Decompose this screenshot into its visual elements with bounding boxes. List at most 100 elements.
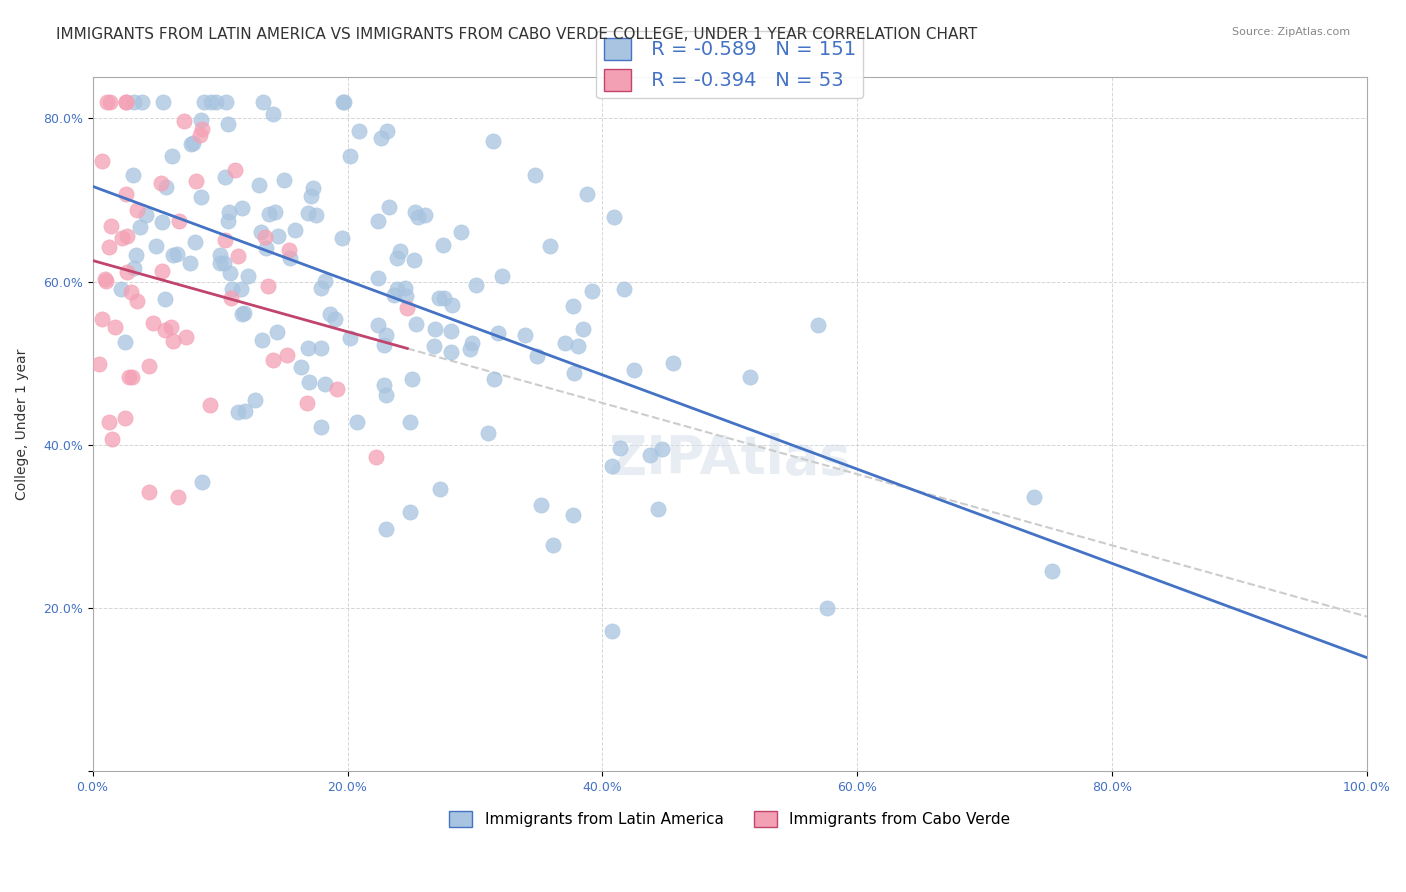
Point — [121, 168, 143, 182]
Point — [603, 211, 626, 225]
Point — [299, 189, 322, 203]
Point — [314, 274, 336, 288]
Point — [375, 124, 398, 138]
Point — [440, 298, 463, 312]
Point — [124, 261, 146, 276]
Point — [461, 335, 484, 350]
Point — [110, 282, 132, 296]
Point — [311, 342, 333, 356]
Point — [114, 410, 136, 425]
Point — [339, 149, 361, 163]
Point — [309, 281, 332, 295]
Point — [190, 112, 212, 127]
Point — [562, 366, 585, 380]
Point — [218, 205, 240, 219]
Point — [298, 375, 321, 389]
Point — [214, 233, 236, 247]
Point — [572, 322, 595, 336]
Point — [150, 264, 173, 278]
Point — [806, 318, 828, 332]
Point — [145, 239, 167, 253]
Point — [180, 137, 202, 152]
Point — [1022, 491, 1045, 505]
Point — [259, 207, 281, 221]
Point — [332, 95, 354, 109]
Point — [432, 238, 454, 252]
Point — [228, 405, 250, 419]
Point — [538, 239, 561, 253]
Point — [290, 360, 312, 375]
Text: IMMIGRANTS FROM LATIN AMERICA VS IMMIGRANTS FROM CABO VERDE COLLEGE, UNDER 1 YEA: IMMIGRANTS FROM LATIN AMERICA VS IMMIGRA… — [56, 27, 977, 42]
Point — [90, 153, 112, 168]
Point — [115, 95, 138, 109]
Point — [491, 268, 513, 283]
Point — [198, 398, 221, 412]
Point — [127, 202, 149, 217]
Point — [217, 117, 239, 131]
Point — [406, 210, 429, 224]
Point — [193, 95, 215, 109]
Point — [204, 95, 226, 109]
Point — [252, 95, 274, 109]
Point — [373, 338, 395, 352]
Point — [404, 205, 426, 219]
Point — [249, 226, 271, 240]
Point — [162, 248, 184, 262]
Point — [226, 249, 249, 263]
Point — [330, 231, 353, 245]
Point — [609, 441, 631, 455]
Point — [98, 415, 121, 429]
Point — [153, 323, 176, 337]
Point — [623, 362, 645, 376]
Point — [224, 163, 246, 178]
Point — [740, 369, 762, 384]
Point — [554, 335, 576, 350]
Point — [191, 475, 214, 489]
Point — [181, 136, 204, 151]
Point — [396, 301, 419, 316]
Point — [173, 114, 195, 128]
Point — [135, 208, 157, 222]
Point — [98, 240, 121, 254]
Point — [162, 334, 184, 348]
Point — [120, 285, 142, 299]
Point — [464, 278, 486, 293]
Point — [423, 322, 446, 336]
Point — [374, 522, 396, 536]
Legend: Immigrants from Latin America, Immigrants from Cabo Verde: Immigrants from Latin America, Immigrant… — [443, 805, 1017, 833]
Point — [374, 388, 396, 402]
Point — [399, 505, 422, 519]
Point — [326, 382, 349, 396]
Point — [401, 372, 423, 386]
Point — [515, 327, 537, 342]
Point — [236, 268, 259, 283]
Point — [247, 178, 270, 193]
Text: Source: ZipAtlas.com: Source: ZipAtlas.com — [1232, 27, 1350, 37]
Point — [309, 420, 332, 434]
Point — [415, 209, 437, 223]
Point — [131, 95, 153, 109]
Point — [575, 187, 598, 202]
Point — [129, 219, 152, 234]
Point — [370, 130, 392, 145]
Point — [427, 292, 450, 306]
Point — [815, 601, 838, 615]
Point — [209, 248, 232, 262]
Point — [212, 255, 235, 269]
Point — [278, 252, 301, 266]
Point — [366, 450, 388, 464]
Point — [229, 282, 252, 296]
Point — [526, 349, 548, 363]
Point — [482, 134, 505, 148]
Point — [305, 208, 328, 222]
Point — [460, 342, 482, 356]
Point — [638, 448, 661, 462]
Point — [166, 490, 188, 504]
Point — [183, 235, 205, 249]
Point — [373, 378, 395, 392]
Point — [484, 372, 506, 386]
Point — [333, 95, 356, 109]
Point — [385, 251, 408, 265]
Point — [433, 291, 456, 305]
Point — [323, 312, 346, 326]
